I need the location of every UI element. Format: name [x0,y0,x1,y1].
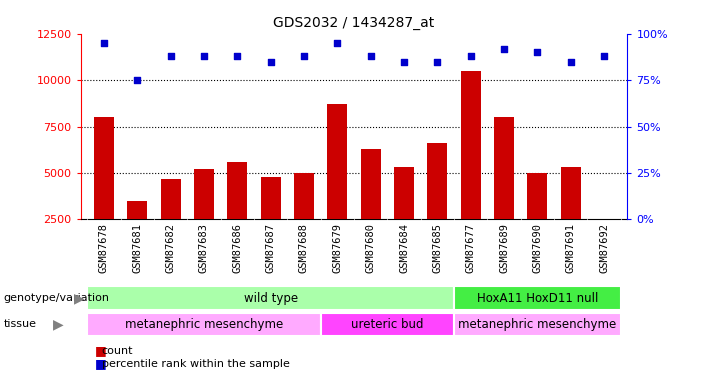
Text: ■: ■ [95,357,107,370]
Bar [94,117,114,219]
Text: GSM87691: GSM87691 [566,223,576,273]
Text: GSM87683: GSM87683 [199,223,209,273]
Text: tissue: tissue [4,320,36,329]
Point [198,53,210,59]
Bar [361,149,381,219]
Text: ▶: ▶ [74,291,84,305]
Point [98,40,109,46]
Point [565,58,576,64]
Text: GSM87689: GSM87689 [499,223,509,273]
Text: count: count [102,346,133,355]
Text: GSM87679: GSM87679 [332,223,342,273]
Text: GSM87678: GSM87678 [99,223,109,273]
Point [232,53,243,59]
Text: ■: ■ [95,344,107,357]
Text: metanephric mesenchyme: metanephric mesenchyme [458,318,616,331]
Bar [454,286,620,310]
Bar [320,312,454,336]
Text: ▶: ▶ [53,317,63,332]
Bar [461,71,481,219]
Bar [88,312,320,336]
Point [465,53,476,59]
Text: wild type: wild type [243,292,298,304]
Point [432,58,443,64]
Text: percentile rank within the sample: percentile rank within the sample [102,359,290,369]
Bar [227,162,247,219]
Bar [161,178,181,219]
Point [365,53,376,59]
Point [165,53,176,59]
Point [398,58,409,64]
Point [132,77,143,83]
Text: GSM87686: GSM87686 [232,223,243,273]
Bar [128,201,147,219]
Bar [428,143,447,219]
Text: ureteric bud: ureteric bud [351,318,423,331]
Text: GSM87681: GSM87681 [132,223,142,273]
Text: GSM87680: GSM87680 [366,223,376,273]
Point [299,53,310,59]
Bar [327,104,347,219]
Text: GSM87677: GSM87677 [465,223,476,273]
Point [498,46,510,52]
Text: GSM87688: GSM87688 [299,223,309,273]
Text: GSM87687: GSM87687 [266,223,275,273]
Text: HoxA11 HoxD11 null: HoxA11 HoxD11 null [477,292,598,304]
Text: genotype/variation: genotype/variation [4,293,109,303]
Bar [527,173,547,219]
Bar [261,177,280,219]
Point [599,53,610,59]
Bar [454,312,620,336]
Text: GSM87684: GSM87684 [399,223,409,273]
Text: GSM87692: GSM87692 [599,223,609,273]
Text: GSM87690: GSM87690 [532,223,543,273]
Point [332,40,343,46]
Text: metanephric mesenchyme: metanephric mesenchyme [125,318,283,331]
Title: GDS2032 / 1434287_at: GDS2032 / 1434287_at [273,16,435,30]
Bar [494,117,514,219]
Bar [394,167,414,219]
Bar [561,167,580,219]
Text: GSM87682: GSM87682 [165,223,176,273]
Bar [88,286,454,310]
Bar [194,169,214,219]
Point [532,50,543,55]
Point [265,58,276,64]
Text: GSM87685: GSM87685 [433,223,442,273]
Bar [294,173,314,219]
